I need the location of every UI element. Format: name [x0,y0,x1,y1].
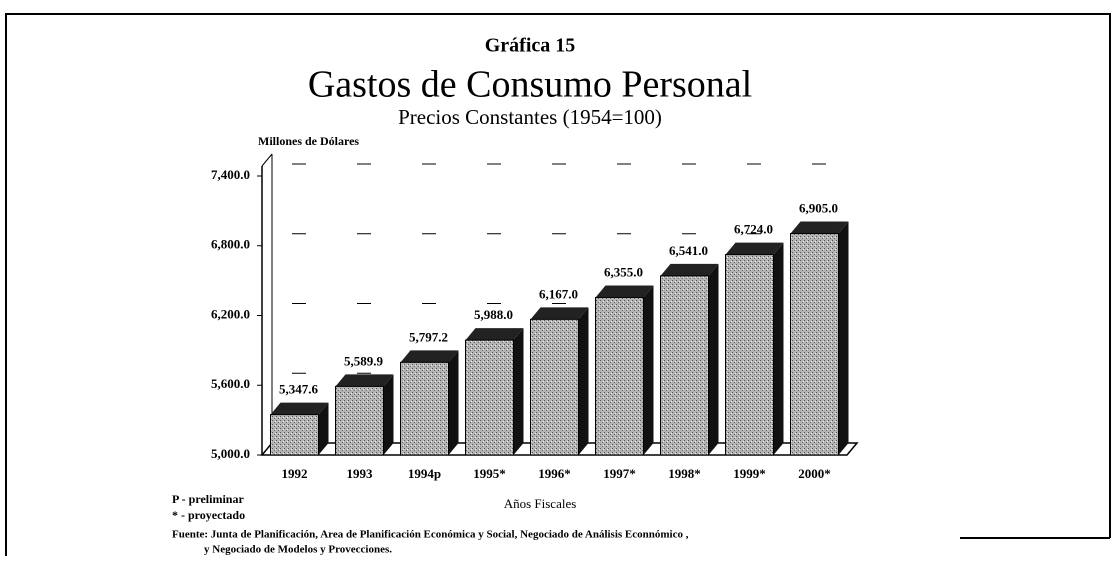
x-tick-label: 1994p [408,466,441,481]
bar-top [335,374,394,387]
y-tick-label: 6,200.0 [211,306,250,321]
y-tick-label: 5,000.0 [211,446,250,461]
x-tick-label: 1995* [473,466,506,481]
x-tick-label: 1992 [282,466,308,481]
bar-top [660,263,719,276]
x-tick-label: 1997* [603,466,636,481]
bar [270,414,319,456]
data-label: 5,797.2 [409,329,448,344]
bar-side [383,374,394,455]
y-axis [261,153,273,167]
chart-title: Gráfica 15 [485,35,576,57]
x-tick-label: 1993 [347,466,374,481]
bar-side [578,307,589,455]
bar-top [400,350,459,363]
note: * - proyectado [172,508,245,522]
chart-subtitle: Precios Constantes (1954=100) [398,105,662,129]
bar-side [448,350,459,455]
data-label: 5,347.6 [279,382,319,397]
bar [595,296,644,456]
data-label: 5,988.0 [474,307,513,322]
y-axis-label: Millones de Dólares [258,134,359,148]
bar-side [318,402,329,455]
bar [790,233,839,456]
data-label: 6,167.0 [539,286,578,301]
frame [5,13,1111,556]
note: P - preliminar [172,492,244,506]
y-tick-label: 6,800.0 [211,237,250,252]
bar [335,385,384,456]
data-label: 6,724.0 [734,222,773,237]
bar-side [708,263,719,455]
bar-top [465,328,524,341]
bar-side [643,285,654,455]
bar-top [595,285,654,298]
data-label: 6,541.0 [669,243,708,258]
bar-top [270,402,329,415]
x-tick-label: 1999* [733,466,766,481]
y-tick-label: 5,600.0 [211,376,250,391]
bar-side [773,242,784,455]
bar-side [838,221,849,455]
chart-subtitle: Gastos de Consumo Personal [308,64,752,106]
x-tick-label: 1998* [668,466,701,481]
x-axis-label: Años Fiscales [504,496,577,511]
floor [260,442,859,456]
bar-side [513,328,524,455]
bar [465,339,514,456]
x-tick-label: 2000* [798,466,831,481]
x-tick-label: 1996* [538,466,571,481]
source: y Negociado de Modelos y Provecciones. [204,544,392,556]
data-label: 5,589.9 [344,353,384,368]
y-tick-label: 7,400.0 [211,167,250,182]
bar-top [790,221,849,234]
bar-top [530,307,589,320]
bar [660,275,709,456]
bar [400,361,449,456]
source: Fuente: Junta de Planificación, Area de … [172,529,689,541]
bar [725,254,774,456]
data-label: 6,355.0 [604,264,643,279]
bar [530,318,579,456]
bar-top [725,242,784,255]
data-label: 6,905.0 [799,201,838,216]
